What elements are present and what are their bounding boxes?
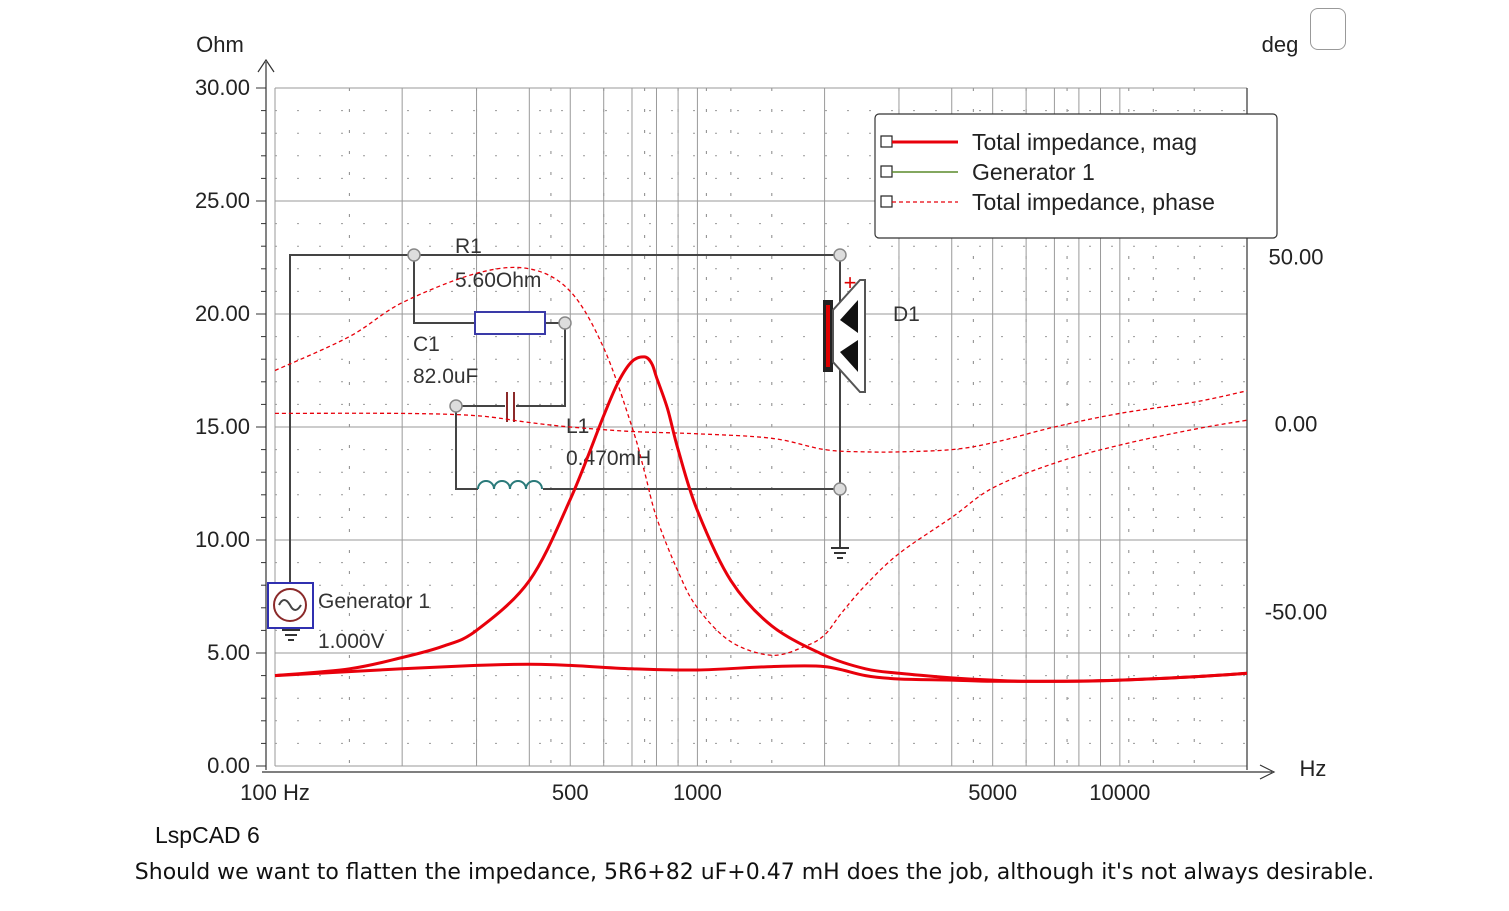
schematic-label-l1-value: 0.470mH (566, 447, 651, 470)
y2-axis-title: deg (1262, 32, 1299, 57)
generator-wave (278, 599, 302, 611)
series-line-3 (274, 390, 1248, 453)
speaker-plus-sign: + (844, 270, 857, 295)
y-tick-label: 25.00 (195, 188, 250, 213)
schematic-label-gen-value: 1.000V (318, 630, 385, 653)
schematic-label-l1-name: L1 (566, 415, 589, 438)
schematic-label-c1-name: C1 (413, 333, 440, 356)
x-tick-label: 10000 (1089, 780, 1150, 805)
legend-label: Generator 1 (972, 159, 1095, 185)
x-tick-label: 100 Hz (240, 780, 310, 805)
schematic-label-gen-name: Generator 1 (318, 590, 430, 613)
y-tick-label: 30.00 (195, 75, 250, 100)
x-tick-label: 5000 (968, 780, 1017, 805)
series-line-2 (274, 266, 1248, 656)
speaker-cone (832, 279, 866, 393)
legend: Total impedance, mag Generator 1 Total imp… (874, 113, 1278, 239)
corner-checkbox[interactable] (1310, 8, 1346, 50)
series-line-1 (274, 662, 1248, 683)
legend-checkbox (880, 135, 893, 148)
schematic-label-c1-value: 82.0uF (413, 365, 478, 388)
x-axis-title: Hz (1300, 756, 1327, 781)
legend-box (874, 113, 1278, 239)
schematic-node-4 (833, 482, 847, 496)
tick-labels: Ohm deg Hz 0.00 5.00 10.00 15.00 20.00 25.00 30.0… (195, 32, 1327, 805)
wire-r1-right (516, 322, 566, 407)
speaker-coil (826, 305, 830, 367)
x-tick-label: 1000 (673, 780, 722, 805)
schematic-node-3 (449, 399, 463, 413)
y2-tick-label: 0.00 (1275, 412, 1318, 437)
schematic-label-d1-name: D1 (893, 303, 920, 326)
y2-tick-label: -50.00 (1265, 599, 1327, 624)
series-line-0 (274, 355, 1248, 683)
wire-c1-left (455, 405, 505, 490)
ground-symbol-0 (831, 547, 849, 559)
legend-checkbox (880, 165, 893, 178)
figure-caption: Should we want to flatten the impedance,… (134, 860, 1375, 885)
watermark-label: LspCAD 6 (155, 822, 260, 848)
y-tick-label: 10.00 (195, 527, 250, 552)
y-tick-label: 20.00 (195, 301, 250, 326)
schematic-node-1 (833, 248, 847, 262)
schematic-label-r1-value: 5.60Ohm (455, 269, 541, 292)
speaker-cone-fill (840, 300, 858, 372)
legend-label: Total impedance, mag (972, 129, 1197, 155)
resistor-r1 (474, 311, 546, 335)
legend-checkbox (880, 195, 893, 208)
y-tick-label: 0.00 (207, 753, 250, 778)
generator-circle (273, 588, 307, 622)
series-lines (274, 266, 1248, 683)
schematic-node-0 (407, 248, 421, 262)
impedance-chart: Ohm deg Hz 0.00 5.00 10.00 15.00 20.00 25.00 30.0… (195, 32, 1327, 805)
crossover-schematic: + R1 5.60Ohm C1 82.0uF L1 0.470mH D1 Generator 1… (267, 235, 920, 653)
y-axis-title: Ohm (196, 32, 244, 57)
inductor-l1 (477, 480, 543, 490)
wire-r1-left (413, 255, 475, 324)
schematic-label-r1-name: R1 (455, 235, 482, 258)
x-tick-label: 500 (552, 780, 589, 805)
ground-symbol-1 (282, 629, 300, 641)
x-axis-arrow (1259, 764, 1276, 780)
y-tick-label: 5.00 (207, 640, 250, 665)
y2-tick-label: 50.00 (1268, 245, 1323, 270)
y-axis-arrow (257, 58, 275, 73)
y-tick-label: 15.00 (195, 414, 250, 439)
grid (274, 87, 1248, 767)
schematic-node-2 (558, 316, 572, 330)
legend-label: Total impedance, phase (972, 189, 1215, 215)
